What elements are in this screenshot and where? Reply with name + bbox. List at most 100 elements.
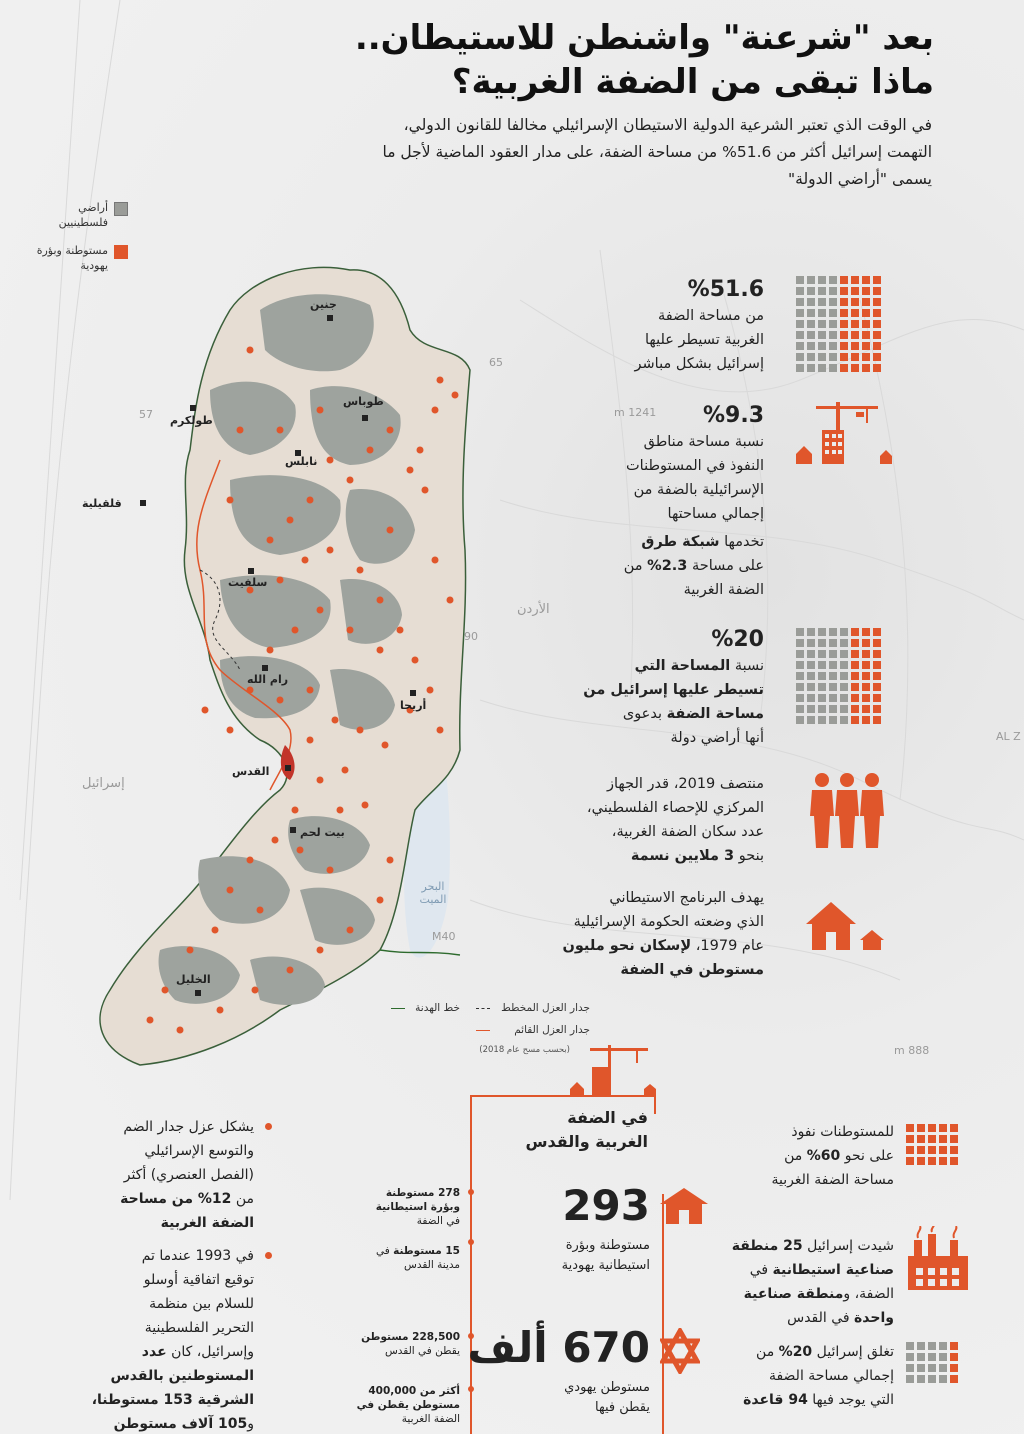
legend-source: (بحسب مسح عام 2018)	[479, 1045, 570, 1055]
legend-row-2: جدار العزل القائم	[380, 1022, 590, 1038]
grid-square	[796, 639, 804, 647]
stat-9-3-line-2: النفوذ في المستوطنات	[626, 458, 764, 474]
grid-square	[851, 331, 859, 339]
grid-square	[873, 661, 881, 669]
grid-square	[939, 1157, 947, 1165]
stat-road-line-2-a: على مساحة	[687, 558, 764, 574]
grid-square	[807, 276, 815, 284]
grid-square	[950, 1375, 958, 1383]
grid-square	[807, 353, 815, 361]
stat-51-6-line-1: من مساحة الضفة	[657, 308, 764, 324]
city-label-ramallah: رام الله	[247, 673, 289, 686]
t1-line-1: 278 مستوطنة	[385, 1187, 460, 1199]
stat-20-line-3: مساحة الضفة بدعوى	[554, 702, 764, 726]
oslo-fact-line-7: الشرقية 153 مستوطنا،	[91, 1392, 254, 1408]
city-label-hebron: الخليل	[176, 973, 211, 986]
grid-square	[829, 661, 837, 669]
grid-square	[939, 1364, 947, 1372]
star-of-david-icon	[660, 1328, 700, 1374]
road-label-65: 65	[489, 356, 503, 369]
factory-icon	[908, 1226, 968, 1290]
oslo-fact-line-4: التحرير الفلسطينية	[144, 1320, 254, 1336]
industrial-line-2-a: صناعية استيطانية	[772, 1262, 895, 1278]
grid-square	[917, 1124, 925, 1132]
city-label-jerusalem: القدس	[232, 765, 270, 778]
grid-square	[796, 287, 804, 295]
city-label-salfit: سلفيت	[228, 576, 268, 589]
elevation-label-888: 888 m	[894, 1044, 930, 1057]
stat-plan-line-1: يهدف البرنامج الاستيطاني	[609, 890, 764, 906]
stat-9-3-line-1: نسبة مساحة مناطق	[643, 434, 764, 450]
grid-square	[829, 320, 837, 328]
grid-square	[840, 353, 848, 361]
t3-line-1: 228,500 مستوطن	[361, 1331, 460, 1343]
grid-square	[917, 1342, 925, 1350]
grid-square	[840, 364, 848, 372]
industrial-line-1-b: 25 منطقة	[731, 1238, 803, 1254]
industrial-line-1-a: شيدت إسرائيل	[802, 1238, 894, 1254]
grid-square	[796, 683, 804, 691]
timeline-item-278: 278 مستوطنة وبؤرة استيطانية في الضفة	[340, 1186, 460, 1228]
stat-20-line-3-b: بدعوى	[622, 706, 667, 722]
grid-square	[906, 1146, 914, 1154]
closure-line-2: إجمالي مساحة الضفة	[768, 1368, 894, 1384]
grid-square	[796, 320, 804, 328]
road-label-m40: M40	[432, 930, 456, 943]
grid-square	[906, 1135, 914, 1143]
grid-square	[917, 1353, 925, 1361]
stat-plan-line-4: مستوطن في الضفة	[524, 958, 764, 982]
grid-square	[807, 705, 815, 713]
stat-20-line-2-b: تسيطر عليها إسرائيل من	[583, 682, 764, 698]
grid-square	[796, 331, 804, 339]
grid-square	[796, 309, 804, 317]
settler-count-caption: مستوطن يهودي يقطن فيها	[500, 1378, 650, 1418]
grid-square	[829, 672, 837, 680]
grid-square	[862, 287, 870, 295]
grid-square	[818, 661, 826, 669]
legend-existing-wall-swatch	[476, 1030, 490, 1031]
grid-square	[873, 716, 881, 724]
grid-square	[807, 628, 815, 636]
page-title: بعد "شرعنة" واشنطن للاستيطان.. ماذا تبقى…	[234, 16, 934, 104]
grid-square	[796, 298, 804, 306]
closure-line-3-b: 94 قاعدة	[743, 1392, 808, 1408]
legend-settlements: مستوطنة وبؤرة يهودية	[18, 243, 128, 273]
grid-square	[862, 276, 870, 284]
grid-square	[829, 639, 837, 647]
grid-square	[873, 331, 881, 339]
grid-square	[950, 1353, 958, 1361]
grid-square	[807, 364, 815, 372]
bottom-left-oslo-fact: في 1993 عندما تم توقيع اتفاقية أوسلو للس…	[74, 1244, 272, 1434]
grid-square	[917, 1135, 925, 1143]
grid-square	[807, 320, 815, 328]
influence-line-1: للمستوطنات نفوذ	[791, 1124, 894, 1140]
stat-51-6: %51.6 من مساحة الضفة الغربية تسيطر عليها…	[564, 276, 765, 376]
grid-square	[818, 276, 826, 284]
grid-square	[862, 650, 870, 658]
grid-square	[873, 650, 881, 658]
center-heading-line-2: الغربية والقدس	[525, 1132, 648, 1151]
region-label-jordan: الأردن	[517, 602, 550, 617]
timeline-item-228500: 228,500 مستوطن يقطن في القدس	[340, 1330, 460, 1358]
grid-square	[873, 353, 881, 361]
city-label-tulkarm: طولكرم	[170, 414, 213, 427]
grid-square	[818, 716, 826, 724]
grid-square	[829, 342, 837, 350]
grid-square	[873, 639, 881, 647]
edge-label-alz: AL Z	[996, 730, 1021, 743]
grid-square	[840, 683, 848, 691]
legend-existing-wall: جدار العزل القائم	[514, 1024, 590, 1036]
grid-square	[829, 694, 837, 702]
closure-line-1-c: من	[756, 1344, 779, 1360]
stat-20-line-1-a: نسبة	[730, 658, 764, 674]
influence-square-grid	[906, 1124, 958, 1165]
grid-square	[807, 650, 815, 658]
grid-square	[829, 650, 837, 658]
grid-square	[807, 716, 815, 724]
oslo-fact-line-1: في 1993 عندما تم	[141, 1248, 254, 1264]
t2-line-2: مدينة القدس	[404, 1259, 460, 1271]
wall-fact-line-4-b: 12% من مساحة	[120, 1191, 232, 1207]
closure-line-1-a: تغلق إسرائيل	[812, 1344, 894, 1360]
grid-square	[873, 628, 881, 636]
